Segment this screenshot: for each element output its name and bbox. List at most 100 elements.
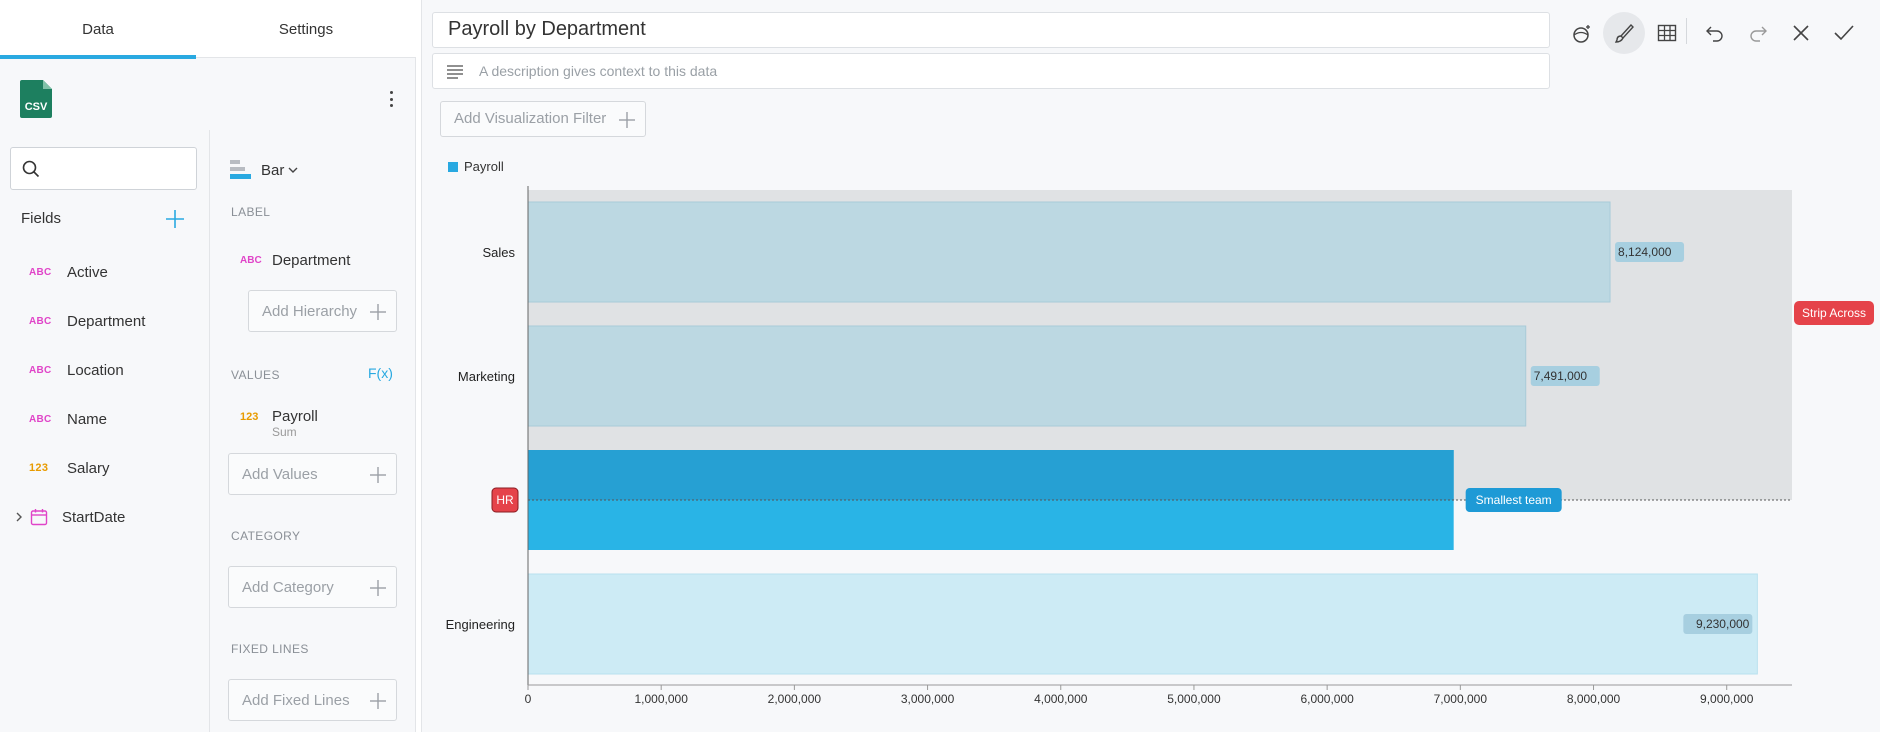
undo-button[interactable] <box>1694 12 1736 54</box>
chart-type-label: Bar <box>261 161 285 179</box>
field-startdate[interactable]: StartDate <box>14 502 204 532</box>
chevron-right-icon[interactable] <box>14 511 24 523</box>
calendar-icon <box>30 509 48 526</box>
field-department[interactable]: ABC Department <box>29 306 209 336</box>
add-category-label: Add Category <box>242 578 334 596</box>
x-tick-label: 7,000,000 <box>1434 692 1488 706</box>
values-field-name: Payroll <box>272 408 318 425</box>
field-label: Active <box>67 263 108 281</box>
hr-tag-badge <box>491 487 519 513</box>
add-visualization-filter-button[interactable]: Add Visualization Filter <box>440 101 646 137</box>
text-lines-icon <box>447 65 463 79</box>
add-hierarchy-button[interactable]: Add Hierarchy <box>248 290 397 332</box>
strip-across-badge <box>1794 301 1874 325</box>
fixed-lines-section-title: FIXED LINES <box>231 642 309 656</box>
text-type-icon: ABC <box>29 315 52 327</box>
x-tick-label: 1,000,000 <box>634 692 688 706</box>
bar-chart: Sales 8,124,000 Marketing 7,491,000 HR Engine… <box>446 186 1874 706</box>
x-tick-label: 5,000,000 <box>1167 692 1221 706</box>
bar-highlight-upper <box>528 450 1454 500</box>
plus-icon <box>370 693 386 709</box>
strip-across-label: Strip Across <box>1802 306 1866 320</box>
field-label: Location <box>67 361 124 379</box>
more-options-icon[interactable] <box>384 88 398 110</box>
csv-file-icon: CSV <box>20 80 52 118</box>
x-tick-label: 3,000,000 <box>901 692 955 706</box>
x-tick-label: 0 <box>525 692 532 706</box>
text-type-icon: ABC <box>29 364 52 376</box>
field-location[interactable]: ABC Location <box>29 355 209 385</box>
values-section-title: VALUES <box>231 368 280 382</box>
hr-tag-label: HR <box>496 493 514 507</box>
brush-button[interactable] <box>1603 12 1645 54</box>
field-label: StartDate <box>62 508 126 526</box>
table-icon <box>1657 24 1677 42</box>
category-label: Sales <box>482 245 515 260</box>
field-search-input[interactable] <box>49 158 189 180</box>
bar-marketing[interactable] <box>527 325 1527 427</box>
add-category-button[interactable]: Add Category <box>228 566 397 608</box>
table-button[interactable] <box>1646 12 1688 54</box>
left-panel: Data Settings CSV Fields <box>0 0 416 732</box>
add-values-label: Add Values <box>242 465 318 483</box>
values-aggregation: Sum <box>272 425 297 439</box>
field-label: Name <box>67 410 108 428</box>
field-label: Salary <box>67 459 110 477</box>
add-fixed-lines-label: Add Fixed Lines <box>242 691 350 709</box>
brush-icon <box>1614 23 1634 43</box>
chevron-down-icon <box>288 167 298 173</box>
category-label: Marketing <box>458 369 515 384</box>
field-search <box>10 147 197 190</box>
value-label: 7,491,000 <box>1534 369 1588 383</box>
fields-title: Fields <box>21 210 62 227</box>
smallest-team-label: Smallest team <box>1476 493 1552 507</box>
tab-settings[interactable]: Settings <box>278 20 334 38</box>
csv-file-label: CSV <box>25 101 48 113</box>
plus-icon <box>619 112 635 128</box>
description-input[interactable]: A description gives context to this data <box>432 53 1550 89</box>
confirm-button[interactable] <box>1823 12 1865 54</box>
category-label: Engineering <box>446 617 515 632</box>
x-tick-label: 2,000,000 <box>768 692 822 706</box>
add-field-icon[interactable] <box>164 208 186 230</box>
bar-chart-icon <box>230 160 251 179</box>
undo-icon <box>1706 26 1723 42</box>
field-name[interactable]: ABC Name <box>29 404 209 434</box>
label-field-department[interactable]: ABC Department <box>240 252 350 269</box>
label-field-name: Department <box>272 252 351 269</box>
smallest-team-badge <box>1465 488 1562 512</box>
legend-label: Payroll <box>464 159 504 174</box>
value-label-bg <box>1683 614 1753 634</box>
add-fixed-lines-button[interactable]: Add Fixed Lines <box>228 679 397 721</box>
x-tick-label: 9,000,000 <box>1700 692 1754 706</box>
magic-wand-button[interactable] <box>1560 12 1602 54</box>
magic-wand-icon <box>1573 25 1590 43</box>
close-button[interactable] <box>1780 12 1822 54</box>
field-active[interactable]: ABC Active <box>29 257 209 287</box>
bar-sales[interactable] <box>527 201 1611 303</box>
plus-icon <box>370 304 386 320</box>
value-label-bg <box>1615 242 1685 262</box>
fields-column: Fields ABC Active ABC Department ABC Loc… <box>0 130 208 732</box>
legend-swatch <box>448 161 458 172</box>
visualization-editor: Payroll by Department A description give… <box>421 0 1880 732</box>
x-tick-label: 4,000,000 <box>1034 692 1088 706</box>
chart-type-selector[interactable]: Bar <box>229 158 298 182</box>
formula-button[interactable]: F(x) <box>368 365 393 381</box>
redo-button[interactable] <box>1737 12 1779 54</box>
config-column: Bar LABEL ABC Department Add Hierarchy V… <box>209 130 416 732</box>
redo-icon <box>1750 26 1767 42</box>
bar-engineering[interactable] <box>527 573 1758 675</box>
toolbar-divider <box>1686 18 1687 44</box>
text-type-icon: ABC <box>29 413 52 425</box>
plus-icon <box>370 580 386 596</box>
chart-legend: Payroll <box>448 159 504 174</box>
add-values-button[interactable]: Add Values <box>228 453 397 495</box>
values-field-payroll[interactable]: 123 Payroll <box>240 408 318 425</box>
field-salary[interactable]: 123 Salary <box>29 453 209 483</box>
visualization-title-input[interactable]: Payroll by Department <box>432 12 1550 48</box>
search-icon <box>22 160 40 178</box>
text-type-icon: ABC <box>29 266 52 278</box>
tab-data[interactable]: Data <box>0 0 196 59</box>
number-type-icon: 123 <box>29 462 49 474</box>
